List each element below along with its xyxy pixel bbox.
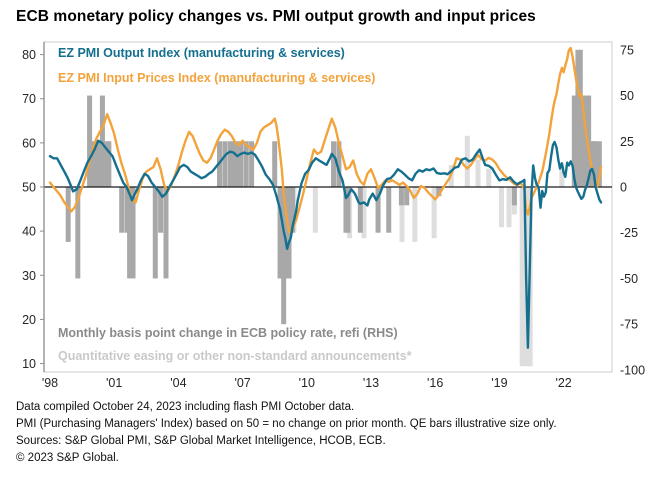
left-axis-tick-label: 80 <box>22 48 36 62</box>
policy-bar <box>571 95 577 187</box>
x-axis-tick-label: '01 <box>106 376 122 390</box>
policy-bar <box>580 95 586 187</box>
x-axis-tick-label: '07 <box>234 376 250 390</box>
right-axis-tick-label: -100 <box>620 363 645 377</box>
policy-bar <box>596 141 602 187</box>
chart-legend: EZ PMI Output Index (manufacturing & ser… <box>58 44 375 94</box>
output-index-line <box>48 139 603 349</box>
x-axis-tick-label: '19 <box>491 376 507 390</box>
policy-bar <box>289 187 295 233</box>
qe-bar <box>361 187 367 239</box>
policy-bar <box>152 187 158 279</box>
policy-bar <box>282 187 288 279</box>
chart-title: ECB monetary policy changes vs. PMI outp… <box>16 8 536 25</box>
policy-bar <box>375 187 381 233</box>
qe-bar <box>475 159 481 187</box>
x-axis-tick-label: '13 <box>363 376 379 390</box>
x-axis-tick-label: '04 <box>170 376 186 390</box>
policy-bar <box>272 141 278 187</box>
policy-bar <box>231 141 237 187</box>
policy-bar <box>106 141 112 187</box>
qe-bar <box>399 187 405 242</box>
policy-bar <box>386 187 392 233</box>
policy-bar <box>249 141 255 187</box>
left-axis-tick-label: 10 <box>22 357 36 371</box>
policy-bar <box>65 187 71 242</box>
footnote-data-compiled: Data compiled October 24, 2023 including… <box>16 401 355 413</box>
footnote-pmi-definition: PMI (Purchasing Managers' Index) based o… <box>16 418 557 430</box>
input-prices-line <box>48 46 603 234</box>
qe-bar <box>431 187 437 239</box>
left-axis-tick-label: 50 <box>22 181 36 195</box>
policy-bar <box>158 187 164 233</box>
left-axis-tick-label: 40 <box>22 225 36 239</box>
qe-bar <box>486 168 492 187</box>
qe-bar <box>506 187 512 228</box>
right-axis-tick-label: -25 <box>620 226 638 240</box>
policy-bar <box>75 187 81 279</box>
policy-bar <box>163 187 169 279</box>
x-axis-tick-label: '22 <box>555 376 571 390</box>
qe-bar <box>412 187 418 242</box>
right-axis-tick-label: -75 <box>620 318 638 332</box>
x-axis-tick-label: '98 <box>42 376 58 390</box>
policy-bar <box>96 141 102 187</box>
right-axis-tick-label: 25 <box>620 135 634 149</box>
policy-bar <box>99 95 105 187</box>
right-axis-tick-label: 0 <box>620 181 627 195</box>
left-axis-tick-label: 20 <box>22 313 36 327</box>
policy-bar <box>124 187 130 233</box>
policy-bar <box>436 187 442 197</box>
legend-output-index-label: EZ PMI Output Index (manufacturing & ser… <box>58 46 345 60</box>
qe-bar <box>559 168 565 187</box>
pmi-ecb-chart: 80 70 60 50 40 30 20 10 75 50 25 0 -25 -50 -75 -100 '98 '… <box>22 41 645 390</box>
policy-bars-annotation: Monthly basis point change in ECB policy… <box>58 326 398 340</box>
policy-bar <box>586 95 592 187</box>
policy-bar <box>336 141 342 187</box>
footnote-sources: Sources: S&P Global PMI, S&P Global Mark… <box>16 435 386 447</box>
legend-input-prices-label: EZ PMI Input Prices Index (manufacturing… <box>58 71 376 85</box>
policy-bar <box>577 49 583 188</box>
policy-bar <box>357 187 363 233</box>
right-axis-tick-label: -50 <box>620 272 638 286</box>
policy-bar <box>127 187 133 279</box>
policy-bar <box>345 187 351 233</box>
chart-footnotes: Data compiled October 24, 2023 including… <box>16 399 664 467</box>
bar-annotations: Monthly basis point change in ECB policy… <box>58 325 412 371</box>
policy-bar <box>593 141 599 187</box>
left-axis-tick-label: 70 <box>22 92 36 106</box>
qe-bar <box>499 187 505 228</box>
policy-bar <box>238 141 244 187</box>
policy-bar <box>222 141 228 187</box>
policy-bar <box>331 141 337 187</box>
right-axis-tick-label: 50 <box>620 89 634 103</box>
qe-bar <box>312 187 318 233</box>
policy-bar <box>87 95 93 187</box>
left-axis-tick-label: 60 <box>22 136 36 150</box>
x-axis-tick-label: '10 <box>299 376 315 390</box>
qe-bars-annotation: Quantitative easing or other non-standar… <box>58 349 412 363</box>
policy-bar <box>130 187 136 279</box>
policy-bar <box>92 141 98 187</box>
left-axis-tick-label: 30 <box>22 269 36 283</box>
policy-bar <box>243 141 249 187</box>
policy-bar <box>398 187 404 206</box>
x-axis-tick-label: '16 <box>427 376 443 390</box>
policy-bar <box>234 141 240 187</box>
policy-bar <box>404 187 410 206</box>
right-axis-tick-label: 75 <box>620 43 634 57</box>
footnote-copyright: © 2023 S&P Global. <box>16 452 119 464</box>
policy-bar <box>227 141 233 187</box>
policy-bar <box>511 187 517 206</box>
policy-bar <box>119 187 125 233</box>
